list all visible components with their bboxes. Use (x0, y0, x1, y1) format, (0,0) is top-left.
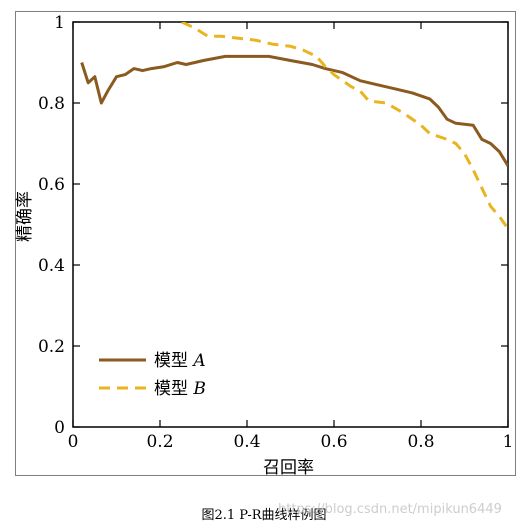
figure-frame (15, 11, 516, 476)
x-tick-label: 0.8 (407, 432, 434, 452)
series-line-a (80, 54, 508, 167)
x-tick-label: 0.4 (233, 432, 260, 452)
watermark-text: https://blog.csdn.net/mipikun6449 (278, 502, 502, 517)
legend-label-b: 模型 B (154, 379, 206, 399)
figure-caption: 图2.1 P-R曲线样例图 (201, 508, 327, 523)
legend-label-a: 模型 A (154, 351, 206, 371)
y-tick-label: 0.4 (38, 256, 65, 276)
y-tick-label: 0 (54, 418, 65, 438)
x-axis-title: 召回率 (263, 458, 314, 478)
x-tick-label: 0.6 (320, 432, 347, 452)
x-tick-label: 1 (503, 432, 514, 452)
y-tick-label: 1 (54, 13, 65, 33)
y-tick-label: 0.6 (38, 175, 65, 195)
y-tick-label: 0.2 (38, 337, 65, 357)
y-tick-label: 0.8 (38, 94, 65, 114)
y-axis-title: 精确率 (15, 191, 35, 242)
plot-area-border (72, 21, 509, 428)
x-tick-label: 0.2 (146, 432, 173, 452)
x-tick-label: 0 (68, 432, 79, 452)
series-line-b (181, 22, 508, 230)
